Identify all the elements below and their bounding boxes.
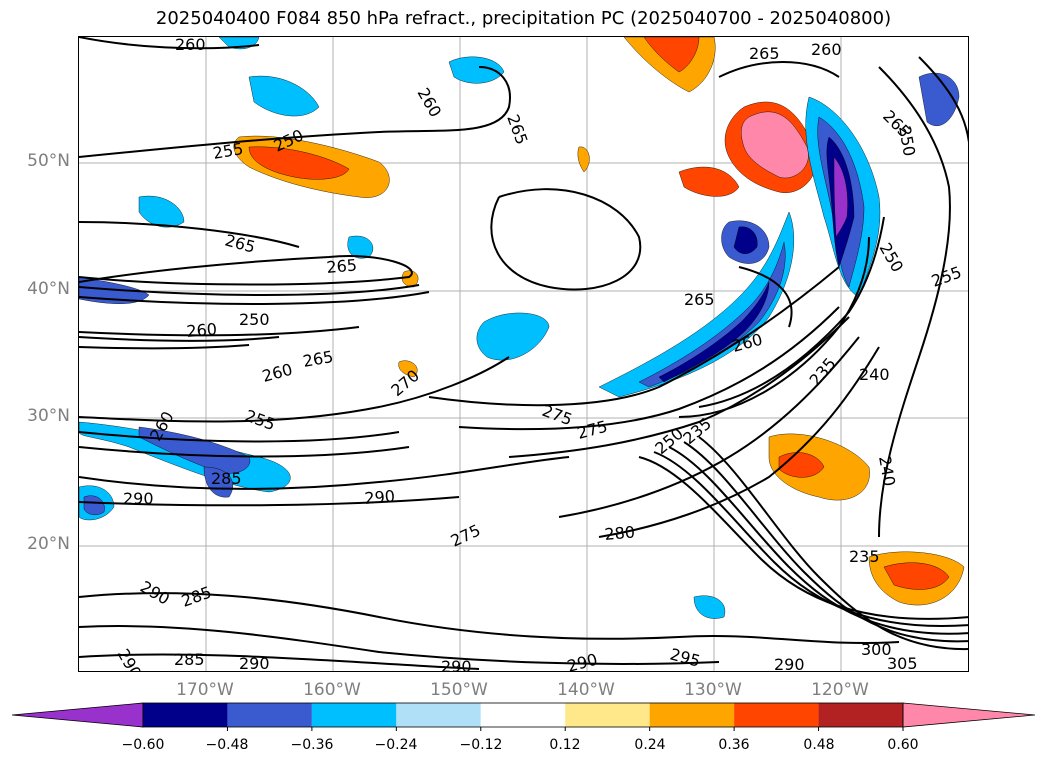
contour-label: 290 <box>565 650 599 672</box>
lon-label-150w: 150°W <box>430 680 488 700</box>
contour-label: 260 <box>260 360 294 386</box>
chart-title: 2025040400 F084 850 hPa refract., precip… <box>155 8 892 29</box>
contour-label: 240 <box>875 454 899 487</box>
colorbar-segments <box>11 702 1036 731</box>
contour-label: 235 <box>849 547 880 566</box>
colorbar-segment <box>143 703 228 727</box>
colorbar-segment <box>649 703 735 727</box>
colorbar-tick: 0.48 <box>803 737 835 753</box>
contour-label: 285 <box>174 650 205 669</box>
precip-fills <box>79 37 965 619</box>
contour-label: 290 <box>123 489 154 508</box>
lat-label-40n: 40°N <box>27 279 70 299</box>
contour-label: 300 <box>861 640 892 659</box>
contour-label: 235 <box>806 354 840 390</box>
contour-label: 260 <box>414 85 446 121</box>
contour-label: 295 <box>668 645 702 671</box>
contour-label: 260 <box>175 37 206 54</box>
contour-label: 290 <box>137 577 173 609</box>
lon-label-140w: 140°W <box>557 680 615 700</box>
contour-label: 265 <box>503 112 531 147</box>
colorbar-tick: 0.12 <box>549 737 581 753</box>
contour-label: 240 <box>859 365 890 384</box>
contour-label: 265 <box>79 37 110 41</box>
lon-label-130w: 130°W <box>684 680 742 700</box>
colorbar <box>11 702 1036 731</box>
colorbar-tick: −0.36 <box>290 737 334 753</box>
lat-label-50n: 50°N <box>27 151 70 171</box>
contour-label: 265 <box>301 347 334 371</box>
contour-label: 265 <box>223 231 257 257</box>
lon-label-120w: 120°W <box>811 680 869 700</box>
map-canvas: 260 260 265 260 250 255 265 265 265 265 … <box>79 37 968 673</box>
colorbar-tick: 0.36 <box>718 737 750 753</box>
colorbar-outline <box>142 702 904 728</box>
refractivity-contours <box>79 37 968 670</box>
colorbar-segment <box>311 703 397 727</box>
contour-label: 290 <box>114 646 146 673</box>
contour-label: 290 <box>364 486 396 508</box>
colorbar-segment <box>818 703 903 727</box>
contour-label: 265 <box>326 255 358 277</box>
lon-label-170w: 170°W <box>176 680 234 700</box>
lon-label-160w: 160°W <box>303 680 361 700</box>
contour-label: 290 <box>79 37 110 41</box>
contour-label: 260 <box>811 40 842 59</box>
contour-label: 285 <box>211 469 242 488</box>
colorbar-extend-min <box>11 702 144 728</box>
contour-label: 265 <box>684 290 715 309</box>
contour-label: 280 <box>604 522 636 544</box>
contour-label: 270 <box>387 366 423 400</box>
contour-label: 255 <box>929 262 964 290</box>
map-frame: 260 260 265 260 250 255 265 265 265 265 … <box>78 36 969 672</box>
contour-label: 260 <box>79 37 110 41</box>
colorbar-tick: −0.24 <box>374 737 418 753</box>
contour-label: 265 <box>749 44 780 63</box>
colorbar-extend-max <box>902 702 1036 728</box>
colorbar-tick: −0.12 <box>459 737 503 753</box>
colorbar-tick: −0.60 <box>121 737 165 753</box>
colorbar-segment <box>565 703 650 727</box>
contour-label: 250 <box>876 240 908 276</box>
contour-label: 290 <box>239 654 270 672</box>
lat-label-30n: 30°N <box>27 406 70 426</box>
contour-label: 305 <box>887 654 918 672</box>
colorbar-tick: 0.60 <box>887 737 919 753</box>
lat-label-20n: 20°N <box>27 534 70 554</box>
colorbar-segment <box>734 703 819 727</box>
contour-label: 260 <box>186 319 218 341</box>
colorbar-segment <box>227 703 312 727</box>
contour-label: 250 <box>239 310 270 329</box>
colorbar-tick: −0.48 <box>205 737 249 753</box>
colorbar-tick: 0.24 <box>634 737 666 753</box>
contour-label: 285 <box>179 582 214 610</box>
colorbar-segment <box>480 703 566 727</box>
contour-label: 290 <box>441 657 472 672</box>
contour-label: 290 <box>774 655 805 672</box>
contour-label: 255 <box>79 37 110 41</box>
contour-label: 275 <box>575 417 609 443</box>
contour-label: 255 <box>243 406 278 434</box>
colorbar-segment <box>396 703 481 727</box>
